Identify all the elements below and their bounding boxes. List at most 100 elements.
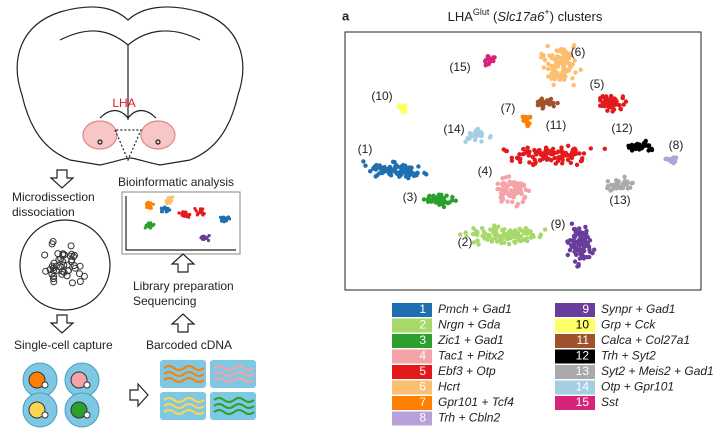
cell-dot <box>618 106 623 111</box>
cell-dot <box>464 233 469 239</box>
cell-dot <box>575 247 580 253</box>
cluster-tag: (10) <box>371 89 392 103</box>
cell-dot <box>551 100 556 106</box>
legend-label: Otp + Gpr101 <box>601 380 674 394</box>
cell-dot <box>375 173 380 178</box>
cell-dot <box>575 264 580 269</box>
cell-dot <box>478 133 484 139</box>
cell-dot <box>576 230 581 236</box>
cell-dot <box>224 219 229 223</box>
cell-dot <box>538 158 543 163</box>
step-text: Sequencing <box>133 294 196 308</box>
cell-dot <box>147 202 151 206</box>
cell-dot <box>387 171 392 177</box>
cell-dot <box>515 156 520 161</box>
cell-dot <box>400 108 405 113</box>
cell-dot <box>520 152 525 157</box>
cell-dot <box>549 56 555 61</box>
cell-dot <box>573 148 578 153</box>
legend-number: 13 <box>576 364 590 378</box>
cdna-strand <box>163 409 205 415</box>
dish-cell <box>52 262 60 270</box>
cell-dot <box>401 169 406 175</box>
cell-dot <box>426 195 431 200</box>
cluster-tag: (13) <box>609 193 630 207</box>
cell-dot <box>672 159 678 164</box>
cell-dot <box>447 200 452 205</box>
legend-label: Tac1 + Pitx2 <box>438 349 504 363</box>
cluster-tag: (11) <box>546 118 566 132</box>
cell-dot <box>525 123 530 129</box>
dish-cell <box>68 279 76 287</box>
cluster-tag: (12) <box>611 121 632 135</box>
cell-dot <box>646 143 652 148</box>
cell <box>70 401 88 419</box>
cell-dot <box>442 199 448 205</box>
title-gene-sup: + <box>544 7 549 17</box>
cell-dot <box>492 223 497 228</box>
cell-dot <box>148 224 152 228</box>
cell-dot <box>642 142 648 147</box>
cell-dot <box>614 178 619 183</box>
dish-cell <box>50 273 58 280</box>
legend-swatch <box>392 396 432 410</box>
cell-dot <box>453 198 458 203</box>
cell-dot <box>508 235 513 241</box>
lha-left <box>82 120 118 150</box>
dish-cell <box>41 251 49 259</box>
cell-dot <box>598 98 603 103</box>
cell-dot <box>387 164 393 170</box>
cell-dot <box>556 156 561 161</box>
cell-dot <box>560 70 565 75</box>
cell-dot <box>555 150 560 155</box>
legend-swatch <box>392 411 432 426</box>
cell-dot <box>563 150 569 156</box>
step-text: Single-cell capture <box>14 338 113 352</box>
cell-dot <box>523 117 528 122</box>
cell-dot <box>534 150 539 155</box>
legend-swatch <box>555 334 595 348</box>
cluster-tag: (9) <box>551 217 566 231</box>
cell-dot <box>517 152 522 157</box>
cell-dot <box>501 233 506 238</box>
bead <box>41 411 49 419</box>
title: LHAGlut (Slc17a6+) clusters <box>448 7 603 24</box>
cell-dot <box>541 153 546 158</box>
cell-dot <box>588 146 593 151</box>
cell-dot <box>605 179 611 184</box>
cell-dot <box>572 58 577 63</box>
legend-number: 8 <box>419 411 426 425</box>
cell-dot <box>561 50 566 56</box>
cell-dot <box>218 215 223 219</box>
cell-dot <box>560 150 565 156</box>
cell-dot <box>605 185 610 191</box>
cell-dot <box>577 226 582 231</box>
cell-dot <box>550 65 555 70</box>
legend-number: 7 <box>419 395 426 409</box>
cell-dot <box>149 221 153 225</box>
cell-dot <box>541 65 547 70</box>
tsne-mini-frame <box>121 191 241 255</box>
cell-dot <box>529 233 535 239</box>
cell-dot <box>567 63 572 68</box>
cell-dot <box>587 254 592 260</box>
cell-dot <box>602 146 607 151</box>
cell-dot <box>143 226 147 230</box>
cell-dot <box>475 126 481 131</box>
cell-dot <box>492 229 498 234</box>
cell-dot <box>163 205 167 209</box>
legend-swatch <box>555 349 595 364</box>
cell-dot <box>382 169 388 174</box>
cell-dot <box>441 196 446 201</box>
cell-dot <box>515 230 520 235</box>
cell-dot <box>561 57 566 63</box>
cell-dot <box>526 188 532 193</box>
title-suffix: ) clusters <box>550 9 603 24</box>
cell-dot <box>507 193 512 198</box>
cell-dot <box>501 147 506 152</box>
cell-dot <box>518 238 523 244</box>
cell-dot <box>578 67 583 73</box>
cell-dot <box>557 48 562 54</box>
cell-dot <box>568 160 573 165</box>
cell-dot <box>546 66 551 72</box>
